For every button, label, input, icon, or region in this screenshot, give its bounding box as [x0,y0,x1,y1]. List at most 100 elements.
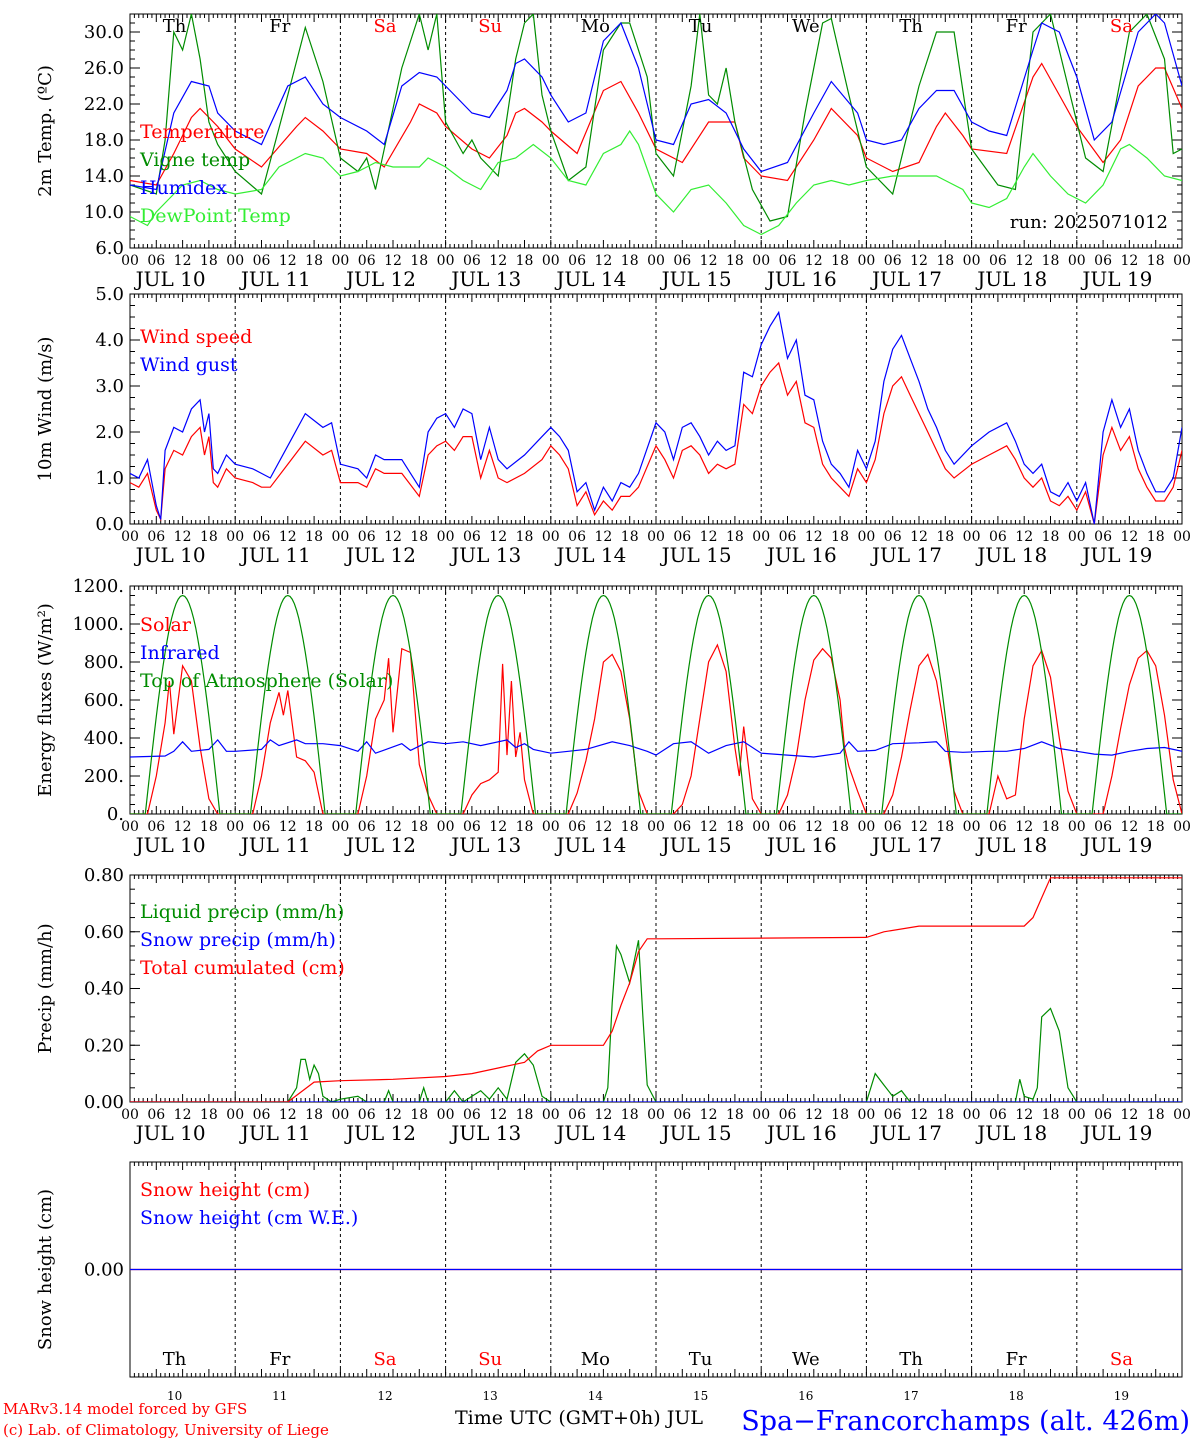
date-label: JUL 13 [449,267,521,291]
hour-tick-label: 06 [989,529,1007,545]
day-number-label: 19 [1114,1389,1129,1403]
y-tick-label: 1000. [72,614,124,635]
hour-tick-label: 00 [226,253,244,269]
hour-tick-label: 00 [1173,529,1191,545]
hour-tick-label: 12 [594,529,612,545]
hour-tick-label: 06 [358,253,376,269]
credit-line-1: MARv3.14 model forced by GFS [3,1400,247,1418]
date-label: JUL 13 [449,543,521,567]
y-tick-label: 0.60 [84,922,124,943]
hour-tick-label: 12 [910,1107,928,1123]
weekday-label: Mo [581,1349,610,1370]
date-label: JUL 12 [344,543,416,567]
run-label: run: 2025071012 [1010,212,1168,233]
hour-tick-label: 12 [805,1107,823,1123]
series-line [130,62,1182,186]
date-label: JUL 19 [1080,267,1152,291]
date-label: JUL 14 [554,543,626,567]
y-tick-label: 4.0 [95,330,124,351]
hour-tick-label: 00 [331,1107,349,1123]
weekday-label: Fr [269,16,290,37]
hour-tick-label: 18 [936,1107,954,1123]
hour-tick-label: 12 [805,819,823,835]
date-label: JUL 19 [1080,1121,1152,1145]
date-label: JUL 12 [344,267,416,291]
hour-tick-label: 18 [1042,819,1060,835]
hour-tick-label: 12 [700,529,718,545]
hour-tick-label: 00 [963,1107,981,1123]
y-axis-label: Energy fluxes (W/m²) [35,603,56,797]
legend-entry: Vigne temp [139,149,250,171]
legend-entry: Solar [140,614,192,636]
hour-tick-label: 00 [963,819,981,835]
hour-tick-label: 06 [673,1107,691,1123]
hour-tick-label: 06 [358,1107,376,1123]
hour-tick-label: 00 [1068,253,1086,269]
weekday-label: Mo [581,16,610,37]
hour-tick-label: 12 [1120,819,1138,835]
y-tick-label: 1.0 [95,468,124,489]
series-line [130,738,1182,758]
hour-tick-label: 00 [437,529,455,545]
weekday-label: Th [899,1349,923,1370]
date-label: JUL 15 [660,543,732,567]
date-label: JUL 13 [449,1121,521,1145]
hour-tick-label: 06 [1094,529,1112,545]
hour-tick-label: 12 [1015,529,1033,545]
hour-tick-label: 00 [647,529,665,545]
y-tick-label: 2.0 [95,422,124,443]
legend-entry: Infrared [140,642,220,664]
hour-tick-label: 12 [489,253,507,269]
hour-tick-label: 06 [779,253,797,269]
hour-tick-label: 00 [226,1107,244,1123]
hour-tick-label: 06 [568,819,586,835]
hour-tick-label: 00 [437,253,455,269]
hour-tick-label: 18 [1147,1107,1165,1123]
hour-tick-label: 00 [752,819,770,835]
hour-tick-label: 06 [358,819,376,835]
y-tick-label: 0.80 [84,865,124,886]
weekday-label: Su [478,1349,502,1370]
hour-tick-label: 12 [384,253,402,269]
y-tick-label: 200. [84,766,124,787]
date-label: JUL 14 [554,833,626,857]
hour-tick-label: 06 [779,819,797,835]
hour-tick-label: 12 [279,529,297,545]
hour-tick-label: 12 [700,1107,718,1123]
hour-tick-label: 12 [489,819,507,835]
date-label: JUL 17 [870,267,942,291]
y-tick-label: 18.0 [84,130,124,151]
hour-tick-label: 18 [831,819,849,835]
date-label: JUL 16 [765,543,837,567]
hour-tick-label: 00 [647,1107,665,1123]
weekday-label: Fr [1006,1349,1027,1370]
y-tick-label: 22.0 [84,94,124,115]
series-line [130,594,1182,814]
hour-tick-label: 00 [647,253,665,269]
credit-line-2: (c) Lab. of Climatology, University of L… [3,1421,329,1439]
hour-tick-label: 06 [147,253,165,269]
hour-tick-label: 12 [700,819,718,835]
hour-tick-label: 00 [121,819,139,835]
hour-tick-label: 06 [253,529,271,545]
date-label: JUL 19 [1080,833,1152,857]
hour-tick-label: 06 [253,253,271,269]
hour-tick-label: 00 [226,529,244,545]
hour-tick-label: 18 [1147,819,1165,835]
hour-tick-label: 06 [989,819,1007,835]
weekday-label: Tu [689,1349,713,1370]
weekday-label: Sa [1110,1349,1133,1370]
hour-tick-label: 00 [542,1107,560,1123]
hour-tick-label: 18 [1042,253,1060,269]
hour-tick-label: 00 [437,1107,455,1123]
day-number-label: 12 [377,1389,392,1403]
date-label: JUL 14 [554,1121,626,1145]
hour-tick-label: 06 [568,253,586,269]
y-tick-label: 0. [107,804,124,825]
series-line [130,361,1182,524]
y-axis-label: 10m Wind (m/s) [35,337,56,482]
legend-entry: Liquid precip (mm/h) [140,901,344,923]
series-line [130,877,1182,1102]
hour-tick-label: 12 [805,253,823,269]
